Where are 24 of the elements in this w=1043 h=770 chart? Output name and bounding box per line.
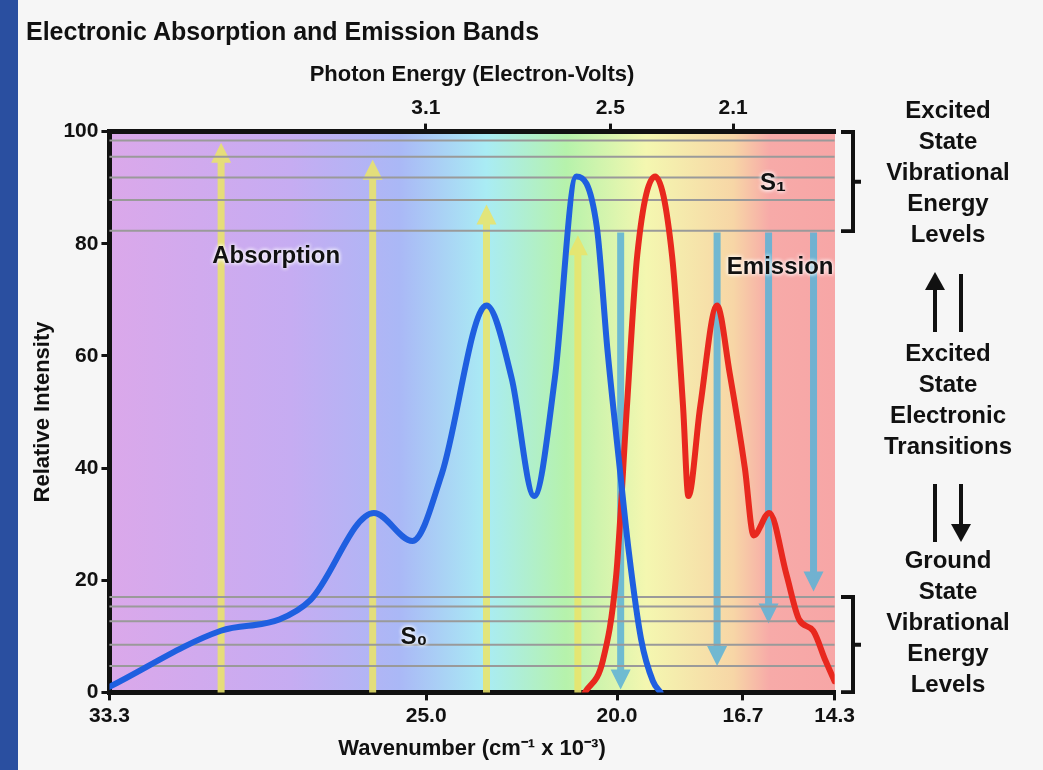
y-tick-label: 0 — [86, 679, 99, 703]
text: Excited State Electronic Transitions — [883, 337, 1013, 461]
x2-axis-title: Photon Energy (Electron-Volts) — [309, 61, 635, 87]
y-tick-label: 60 — [75, 342, 99, 366]
chart-title: Electronic Absorption and Emission Bands — [26, 16, 540, 45]
y-tick-label: 20 — [75, 567, 99, 591]
y-tick-label: 40 — [75, 454, 99, 478]
x-tick-label: 20.0 — [596, 702, 638, 726]
text: Ground State Vibrational Energy Levels — [885, 544, 1011, 699]
x2-tick-label: 2.5 — [595, 94, 626, 118]
annotation: S₀ — [400, 622, 428, 651]
annotation: Absorption — [212, 240, 341, 269]
x-tick-label: 33.3 — [89, 702, 130, 726]
x-axis-title: Wavenumber (cm⁻¹ x 10⁻³) — [338, 734, 606, 760]
x-tick-label: 25.0 — [405, 702, 447, 726]
y-tick-label: 100 — [63, 118, 99, 142]
x-tick-label: 14.3 — [814, 702, 855, 726]
annotation: S₁ — [759, 168, 786, 197]
x2-tick-label: 2.1 — [718, 94, 749, 118]
x2-tick-label: 3.1 — [411, 94, 441, 118]
text: Excited State Vibrational Energy Levels — [885, 94, 1011, 249]
x-tick-label: 16.7 — [722, 702, 764, 726]
y-axis-title: Relative Intensity — [29, 320, 55, 503]
y-tick-label: 80 — [75, 230, 99, 254]
